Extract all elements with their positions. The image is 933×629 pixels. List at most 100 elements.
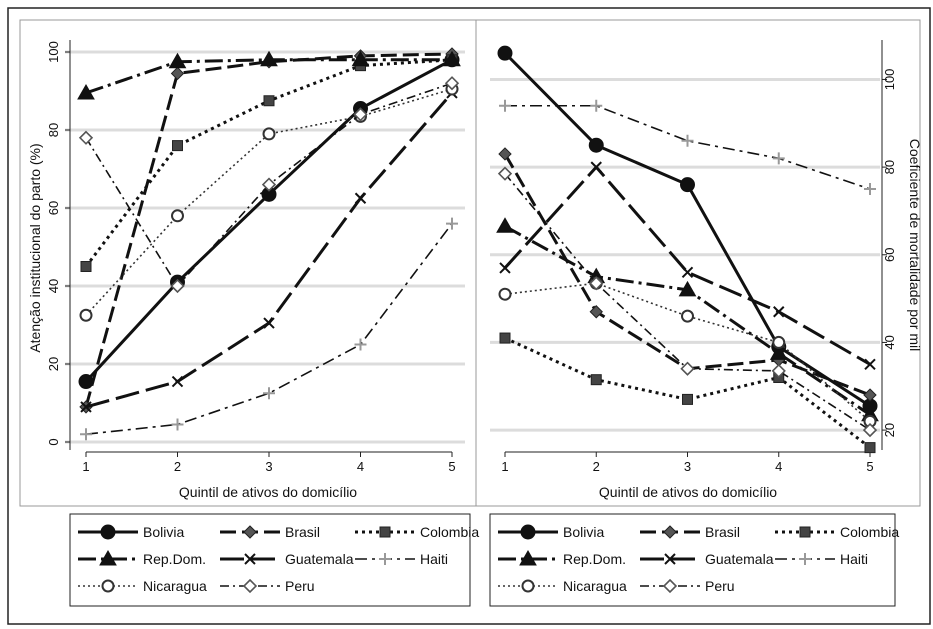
right-legend: Bolivia Brasil Colombia Rep.Dom. Guatemala Ha… [489,513,899,607]
right-plot-area: 20 40 60 80 100 1 2 3 4 5 [490,40,897,474]
left-legend-label-brasil: Brasil [285,524,320,540]
right-legend-label-peru: Peru [705,578,735,594]
right-point-peru [497,166,513,181]
left-legend-label-nicaragua: Nicaragua [143,578,207,594]
left-x-tick-label: 3 [265,459,272,474]
right-x-tick-label: 3 [684,459,691,474]
left-legend-marker-colombia [379,526,391,538]
right-panel: 20 40 60 80 100 1 2 3 4 5 Coeficiente de mortalid… [475,19,923,607]
left-point-guatemala [263,317,275,329]
left-point-haiti [354,338,367,351]
left-legend-marker-nicaragua [101,579,115,593]
left-point-rep-dom [77,83,95,100]
left-y-tick-label: 80 [46,123,61,137]
left-point-guatemala [171,375,184,388]
left-legend-marker-rep-dom [99,549,117,566]
right-y-axis-title: Coeficiente de mortalidade por mil [907,139,923,351]
right-point-nicaragua [498,287,512,301]
left-y-tick-label: 100 [46,41,61,63]
right-series-line-nicaragua [504,282,871,422]
left-point-haiti [80,428,92,441]
right-point-guatemala [773,306,785,318]
right-legend-label-nicaragua: Nicaragua [563,578,627,594]
right-legend-label-guatemala: Guatemala [705,551,774,567]
left-x-axis-title: Quintil de ativos do domicílio [179,484,357,500]
right-legend-marker-haiti [799,553,811,565]
right-point-haiti [772,152,785,165]
right-x-tick-label: 2 [593,459,600,474]
left-point-colombia [263,95,275,107]
right-x-tick-label: 1 [501,459,508,474]
left-y-tick-label: 60 [46,201,61,215]
right-point-colombia [590,374,602,386]
right-y-tick-label: 100 [882,69,897,91]
right-legend-label-colombia: Colombia [840,524,899,540]
left-series-line-haiti [85,223,453,435]
left-point-peru [261,177,277,192]
right-point-peru [862,422,878,438]
right-point-haiti [499,99,511,112]
right-series-line-guatemala [503,165,871,366]
right-point-rep-dom [496,217,514,233]
left-y-tick-label: 0 [46,438,61,445]
right-y-tick-label: 20 [882,423,897,437]
left-legend: Bolivia Brasil Colombia Rep.Dom. Guatemala Ha… [69,513,479,607]
left-point-peru [444,76,460,91]
right-point-bolivia [680,177,695,193]
right-legend-marker-guatemala [664,553,676,565]
left-y-axis-title: Atenção institucional do parto (%) [27,143,43,352]
left-point-peru [353,107,368,122]
right-point-peru [589,276,604,291]
left-legend-marker-guatemala [244,553,256,565]
left-point-guatemala [80,401,92,413]
right-x-tick-label: 4 [775,459,782,474]
left-x-tick-label: 5 [448,459,455,474]
left-point-haiti [263,387,275,400]
right-point-colombia [499,332,511,344]
left-legend-label-colombia: Colombia [420,524,479,540]
right-point-haiti [681,134,694,147]
left-y-tick-label: 20 [46,357,61,371]
right-legend-label-bolivia: Bolivia [563,524,604,540]
right-series-line-haiti [505,104,871,190]
right-point-guatemala [499,262,511,274]
left-point-peru [170,278,185,294]
right-plot-frame [475,19,921,507]
right-legend-marker-brasil [663,525,677,539]
right-legend-marker-bolivia [520,524,536,540]
left-legend-marker-brasil [243,525,257,539]
left-point-nicaragua [171,209,184,223]
right-point-rep-dom [769,344,788,360]
right-legend-marker-rep-dom [519,549,537,566]
left-legend-marker-peru [242,578,258,594]
left-legend-label-peru: Peru [285,578,315,594]
right-point-nicaragua [681,309,694,323]
right-point-rep-dom [678,280,697,297]
left-point-brasil [170,66,185,81]
left-point-guatemala [354,192,367,204]
right-point-guatemala [864,358,876,371]
left-panel: 0 20 40 60 80 100 1 2 3 4 5 Atenção institucional … [19,19,479,607]
right-point-guatemala [681,266,694,279]
left-point-colombia [172,140,183,152]
left-point-colombia [80,261,92,272]
right-legend-marker-colombia [799,526,811,538]
right-point-guatemala [590,161,602,173]
left-legend-label-guatemala: Guatemala [285,551,354,567]
right-point-brasil [498,147,512,161]
left-point-rep-dom [351,50,370,67]
right-legend-label-rep-dom: Rep.Dom. [563,551,626,567]
right-y-tick-label: 40 [882,335,897,349]
right-legend-marker-nicaragua [521,579,535,593]
left-y-tick-label: 40 [46,279,61,293]
left-x-tick-label: 2 [174,459,181,474]
left-point-rep-dom [260,50,278,67]
right-point-brasil [863,388,877,402]
left-point-haiti [171,418,184,431]
left-point-haiti [446,217,458,230]
left-x-tick-label: 4 [357,459,364,474]
left-x-tick-label: 1 [82,459,89,474]
left-legend-label-bolivia: Bolivia [143,524,184,540]
left-point-rep-dom [443,50,461,67]
